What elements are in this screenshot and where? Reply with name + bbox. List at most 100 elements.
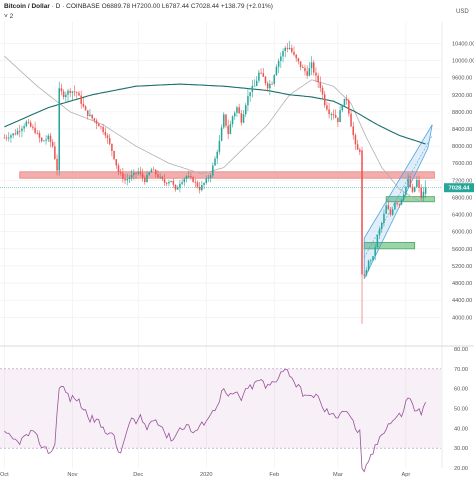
symbol-title[interactable]: Bitcoin / Dollar · D · COINBASE O6889.78…: [4, 3, 273, 10]
candle: [181, 182, 183, 184]
candle: [367, 260, 370, 271]
candle: [172, 180, 175, 185]
y-tick-label: 6800.00: [452, 195, 472, 201]
candle: [194, 181, 197, 183]
resistance-zone: [19, 171, 435, 179]
candle: [18, 130, 21, 132]
candle: [135, 172, 137, 174]
candle: [297, 58, 300, 62]
candle: [67, 90, 69, 95]
candle: [258, 72, 260, 81]
candle: [233, 112, 236, 117]
candle: [341, 105, 344, 111]
candle: [100, 126, 102, 128]
candle: [108, 137, 111, 144]
candle: [370, 260, 372, 262]
candle: [34, 127, 36, 133]
candle: [262, 73, 265, 77]
candle: [168, 181, 170, 184]
candle: [161, 176, 164, 180]
candle: [361, 150, 363, 275]
candle: [152, 169, 155, 171]
y-tick-label: 10400.00: [452, 41, 474, 47]
candle: [176, 187, 179, 190]
candle: [73, 91, 76, 93]
candle: [54, 146, 56, 159]
chart-header: Bitcoin / Dollar · D · COINBASE O6889.78…: [0, 0, 474, 22]
interval[interactable]: D: [55, 3, 61, 10]
candle: [312, 62, 315, 73]
candle: [350, 113, 352, 127]
candle: [47, 135, 50, 140]
candle: [332, 114, 335, 116]
candle: [317, 75, 319, 83]
candle: [128, 177, 131, 180]
candle: [12, 133, 14, 136]
channel-midline: [363, 135, 433, 258]
last-price-badge: [444, 183, 474, 193]
candle: [387, 205, 390, 210]
candle: [255, 80, 258, 86]
candle: [203, 182, 205, 186]
candle: [113, 150, 115, 160]
x-tick-label: Feb: [269, 472, 279, 478]
candle: [119, 172, 122, 174]
candle: [122, 173, 124, 179]
candle: [420, 187, 423, 198]
candle: [174, 184, 177, 190]
candle: [139, 171, 142, 174]
y-tick-label: 7600.00: [452, 161, 472, 167]
candle: [396, 202, 398, 204]
candle: [29, 122, 32, 127]
candle: [3, 137, 6, 139]
candle: [137, 171, 139, 174]
candle: [212, 165, 214, 176]
candle: [328, 109, 330, 115]
candle: [155, 170, 157, 175]
last-price-label: 7028.44: [449, 186, 471, 192]
candle: [304, 67, 306, 72]
rsi-tick-label: 50.00: [454, 407, 468, 413]
candle: [71, 91, 74, 93]
candle: [319, 82, 322, 88]
candle: [411, 186, 414, 192]
y-tick-label: 8800.00: [452, 110, 472, 116]
candle: [376, 235, 379, 248]
candle: [82, 103, 85, 107]
candle: [80, 95, 82, 104]
candle: [416, 179, 418, 187]
candle: [102, 127, 104, 133]
candle: [378, 228, 381, 236]
candle: [159, 176, 161, 178]
candle: [409, 179, 412, 187]
candle: [225, 114, 227, 126]
candle: [56, 158, 58, 171]
y-tick-label: 7200.00: [452, 178, 472, 184]
symbol-name: Bitcoin / Dollar: [4, 3, 50, 10]
candle: [23, 126, 25, 129]
candle: [315, 72, 317, 76]
candle: [8, 137, 10, 139]
x-tick-label: Apr: [402, 472, 411, 478]
candle: [95, 120, 98, 124]
candle: [111, 143, 113, 151]
candle: [91, 114, 93, 119]
candle: [141, 173, 144, 178]
candle: [308, 68, 311, 76]
candle: [271, 83, 273, 85]
candle: [310, 62, 313, 69]
candle: [269, 83, 271, 89]
candle: [187, 176, 190, 177]
candle: [282, 51, 284, 57]
indicator-toggle[interactable]: ˅ 2: [4, 13, 14, 20]
candle: [5, 137, 8, 139]
candle: [209, 175, 212, 178]
candle: [43, 140, 45, 142]
candle: [93, 118, 96, 121]
candle: [205, 178, 208, 183]
candle: [236, 107, 238, 113]
candle: [413, 186, 416, 192]
candle: [104, 132, 107, 136]
y-tick-label: 4400.00: [452, 298, 472, 304]
